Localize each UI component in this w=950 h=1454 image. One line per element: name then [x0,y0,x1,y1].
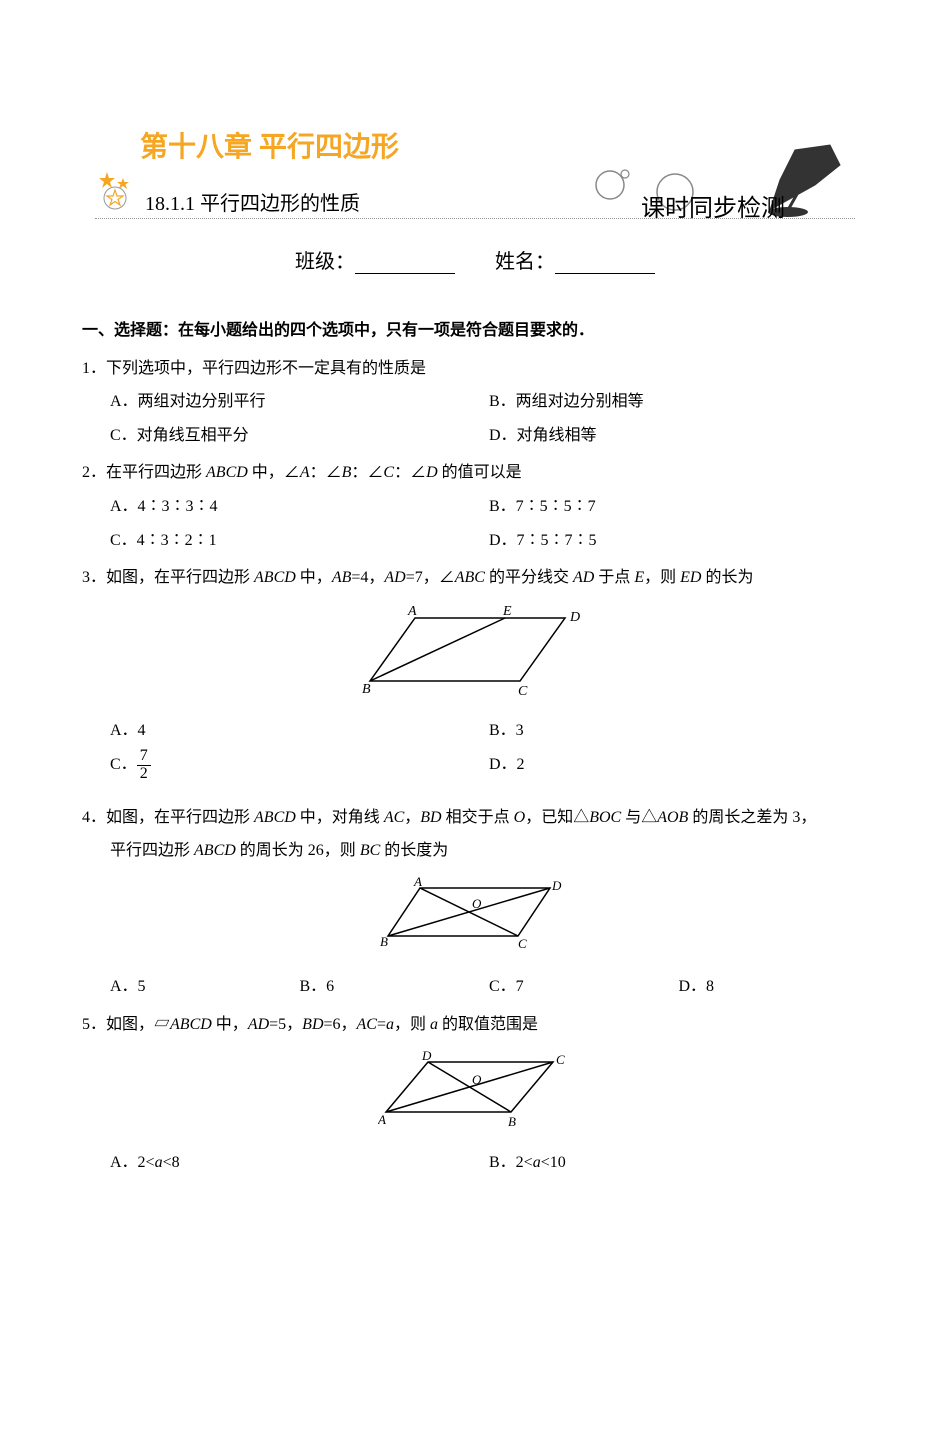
q2-c3: ：∠ [394,464,426,481]
svg-text:D: D [551,878,562,893]
q3-option-B: B．3 [489,714,868,748]
q2-abcd: ABCD [206,464,248,481]
q5-option-A: A．2<a<8 [110,1146,489,1180]
q2-D: D [426,464,438,481]
q1-text: 1．下列选项中，平行四边形不一定具有的性质是 [82,352,868,386]
question-1: 1．下列选项中，平行四边形不一定具有的性质是 A．两组对边分别平行 B．两组对边… [82,352,868,453]
q4-option-C: C．7 [489,970,679,1004]
svg-text:B: B [508,1114,516,1129]
question-2: 2．在平行四边形 ABCD 中，∠A：∠B：∠C：∠D 的值可以是 A．4∶3∶… [82,456,868,557]
q5-options: A．2<a<8 B．2<a<10 [110,1146,868,1180]
fraction-icon: 72 [137,748,151,783]
q3-options: A．4 B．3 C．72 D．2 [110,714,868,782]
svg-text:B: B [362,682,371,697]
name-label: 姓名： [495,251,555,273]
svg-text:C: C [518,936,527,951]
q1-option-C: C．对角线互相平分 [110,419,489,453]
q4-figure: A D B C O [82,876,868,967]
worksheet-header: 第十八章 平行四边形 18.1.1 平行四边形的性质 课时同步检测 [0,110,950,220]
section-title: 18.1.1 平行四边形的性质 [145,187,360,216]
name-blank[interactable] [555,256,655,274]
q4-option-B: B．6 [300,970,490,1004]
question-3: 3．如图，在平行四边形 ABCD 中，AB=4，AD=7，∠ABC 的平分线交 … [82,561,868,782]
class-label: 班级： [295,251,355,273]
q2-option-C: C．4∶3∶2∶1 [110,524,489,558]
question-5: 5．如图，▱ABCD 中，AD=5，BD=6，AC=a，则 a 的取值范围是 D… [82,1008,868,1180]
q2-prefix: 2．在平行四边形 [82,464,206,481]
q5-option-B: B．2<a<10 [489,1146,868,1180]
svg-text:O: O [472,896,482,911]
svg-text:C: C [556,1052,565,1067]
q4-text-2: 平行四边形 ABCD 的周长为 26，则 BC 的长度为 [110,834,868,868]
content-body: 一、选择题：在每小题给出的四个选项中，只有一项是符合题目要求的． 1．下列选项中… [82,314,868,1180]
q2-text: 2．在平行四边形 ABCD 中，∠A：∠B：∠C：∠D 的值可以是 [82,456,868,490]
svg-text:C: C [518,684,528,698]
q2-A: A [300,464,310,481]
q3-C-prefix: C． [110,756,137,773]
q2-option-B: B．7∶5∶5∶7 [489,490,868,524]
svg-text:A: A [407,604,417,619]
header-divider [95,218,855,219]
q2-options: A．4∶3∶3∶4 B．7∶5∶5∶7 C．4∶3∶2∶1 D．7∶5∶7∶5 [110,490,868,557]
q4-options: A．5 B．6 C．7 D．8 [110,970,868,1004]
q2-c2: ：∠ [351,464,383,481]
svg-text:A: A [413,876,422,889]
q3-text: 3．如图，在平行四边形 ABCD 中，AB=4，AD=7，∠ABC 的平分线交 … [82,561,868,595]
q3-option-A: A．4 [110,714,489,748]
question-4: 4．如图，在平行四边形 ABCD 中，对角线 AC，BD 相交于点 O，已知△B… [82,801,868,1004]
q3-figure: A E D B C [82,603,868,711]
svg-text:E: E [502,604,512,619]
q4-option-D: D．8 [679,970,869,1004]
q1-option-D: D．对角线相等 [489,419,868,453]
q3-option-D: D．2 [489,748,868,783]
q1-option-B: B．两组对边分别相等 [489,385,868,419]
q1-option-A: A．两组对边分别平行 [110,385,489,419]
q2-C: C [383,464,394,481]
frac-den: 2 [137,766,151,783]
q2-c1: ：∠ [310,464,342,481]
q5-figure: D C A B O [82,1050,868,1143]
q4-text: 4．如图，在平行四边形 ABCD 中，对角线 AC，BD 相交于点 O，已知△B… [82,801,868,835]
q2-mid: 中，∠ [248,464,300,481]
frac-num: 7 [137,748,151,766]
stars-icon [95,170,135,210]
svg-text:A: A [378,1112,386,1127]
svg-text:B: B [380,934,388,949]
form-line: 班级： 姓名： [0,245,950,274]
svg-text:D: D [569,610,580,625]
section-1-heading: 一、选择题：在每小题给出的四个选项中，只有一项是符合题目要求的． [82,314,868,348]
q1-options: A．两组对边分别平行 B．两组对边分别相等 C．对角线互相平分 D．对角线相等 [110,385,868,452]
q5-text: 5．如图，▱ABCD 中，AD=5，BD=6，AC=a，则 a 的取值范围是 [82,1008,868,1042]
q2-B: B [342,464,352,481]
svg-text:D: D [421,1050,432,1063]
q4-option-A: A．5 [110,970,300,1004]
q2-option-A: A．4∶3∶3∶4 [110,490,489,524]
q2-option-D: D．7∶5∶7∶5 [489,524,868,558]
q2-suffix: 的值可以是 [438,464,522,481]
svg-text:O: O [472,1072,482,1087]
class-blank[interactable] [355,256,455,274]
chapter-title: 第十八章 平行四边形 [140,125,399,165]
q3-option-C: C．72 [110,748,489,783]
